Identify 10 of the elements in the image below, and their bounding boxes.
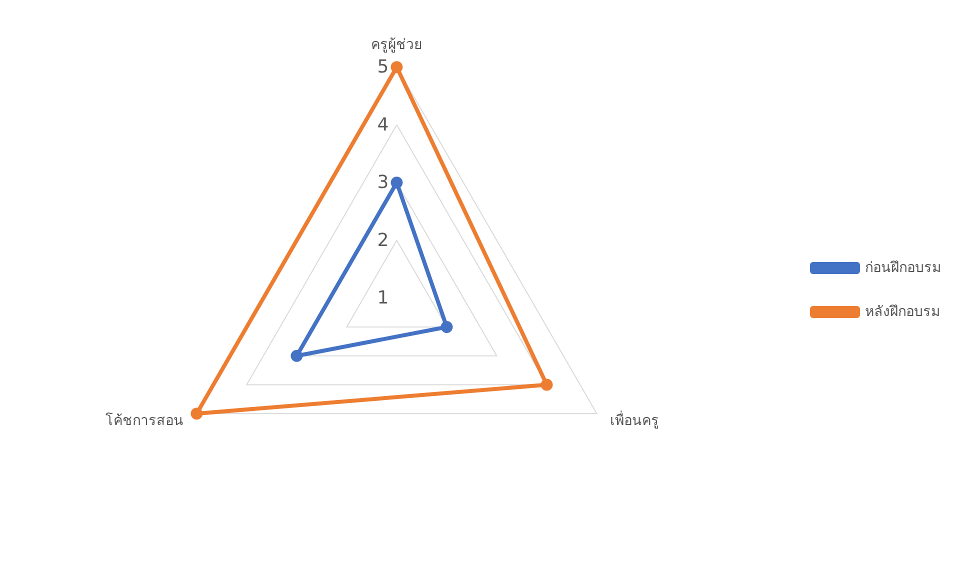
spoke-label: ครูผู้ช่วย: [371, 37, 422, 54]
y-tick-label: 5: [377, 56, 389, 78]
y-tick-label: 3: [377, 172, 389, 194]
spoke-label: โค้ชการสอน: [106, 412, 184, 430]
legend-label: หลังฝึกอบรม: [865, 304, 940, 320]
legend-label: ก่อนฝึกอบรม: [865, 260, 941, 276]
y-tick-label: 1: [377, 288, 389, 309]
y-tick-label: 2: [377, 230, 389, 251]
spoke-label: เพื่อนครู: [610, 411, 659, 430]
y-tick-label: 4: [377, 114, 389, 136]
